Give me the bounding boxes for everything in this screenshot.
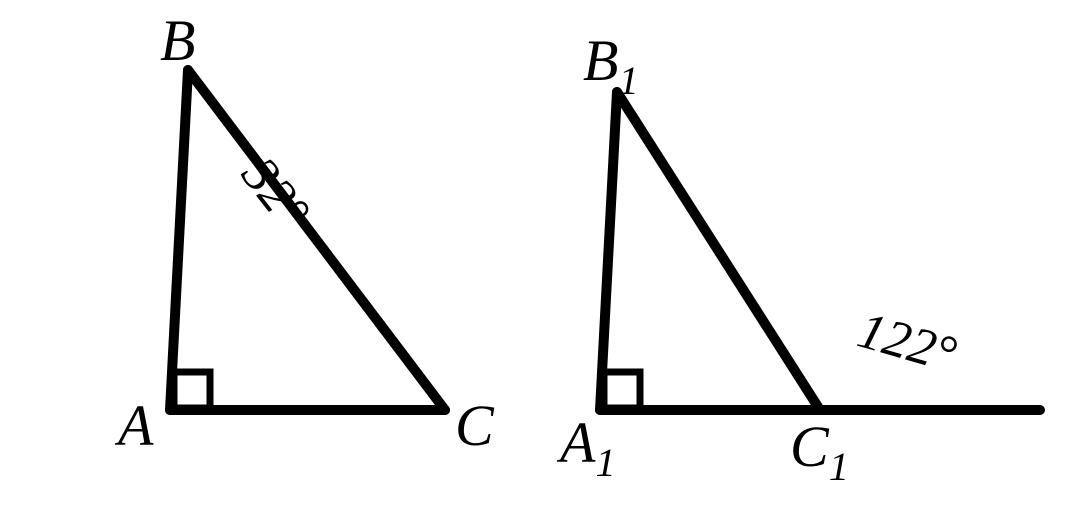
- geometry-diagram: ABC32°A1B1C1122°: [0, 0, 1070, 515]
- vertex-label-B: B: [160, 8, 195, 73]
- vertex-label-B1: B1: [583, 28, 639, 103]
- edge-AB: [170, 70, 188, 410]
- edge-BC: [188, 70, 445, 410]
- triangle-left: ABC32°: [114, 8, 495, 458]
- triangle-right: A1 B1 C1122°: [556, 28, 1040, 489]
- edge-AB: [600, 92, 617, 410]
- vertex-label-C1: C1: [790, 414, 849, 489]
- vertex-label-C: C: [455, 393, 495, 458]
- edge-BC: [617, 92, 820, 410]
- vertex-label-A: A: [114, 393, 154, 458]
- right-angle-marker: [604, 372, 640, 408]
- angle-label: 122°: [852, 302, 963, 384]
- vertex-label-A1: A1: [556, 410, 616, 485]
- right-angle-marker: [174, 372, 210, 408]
